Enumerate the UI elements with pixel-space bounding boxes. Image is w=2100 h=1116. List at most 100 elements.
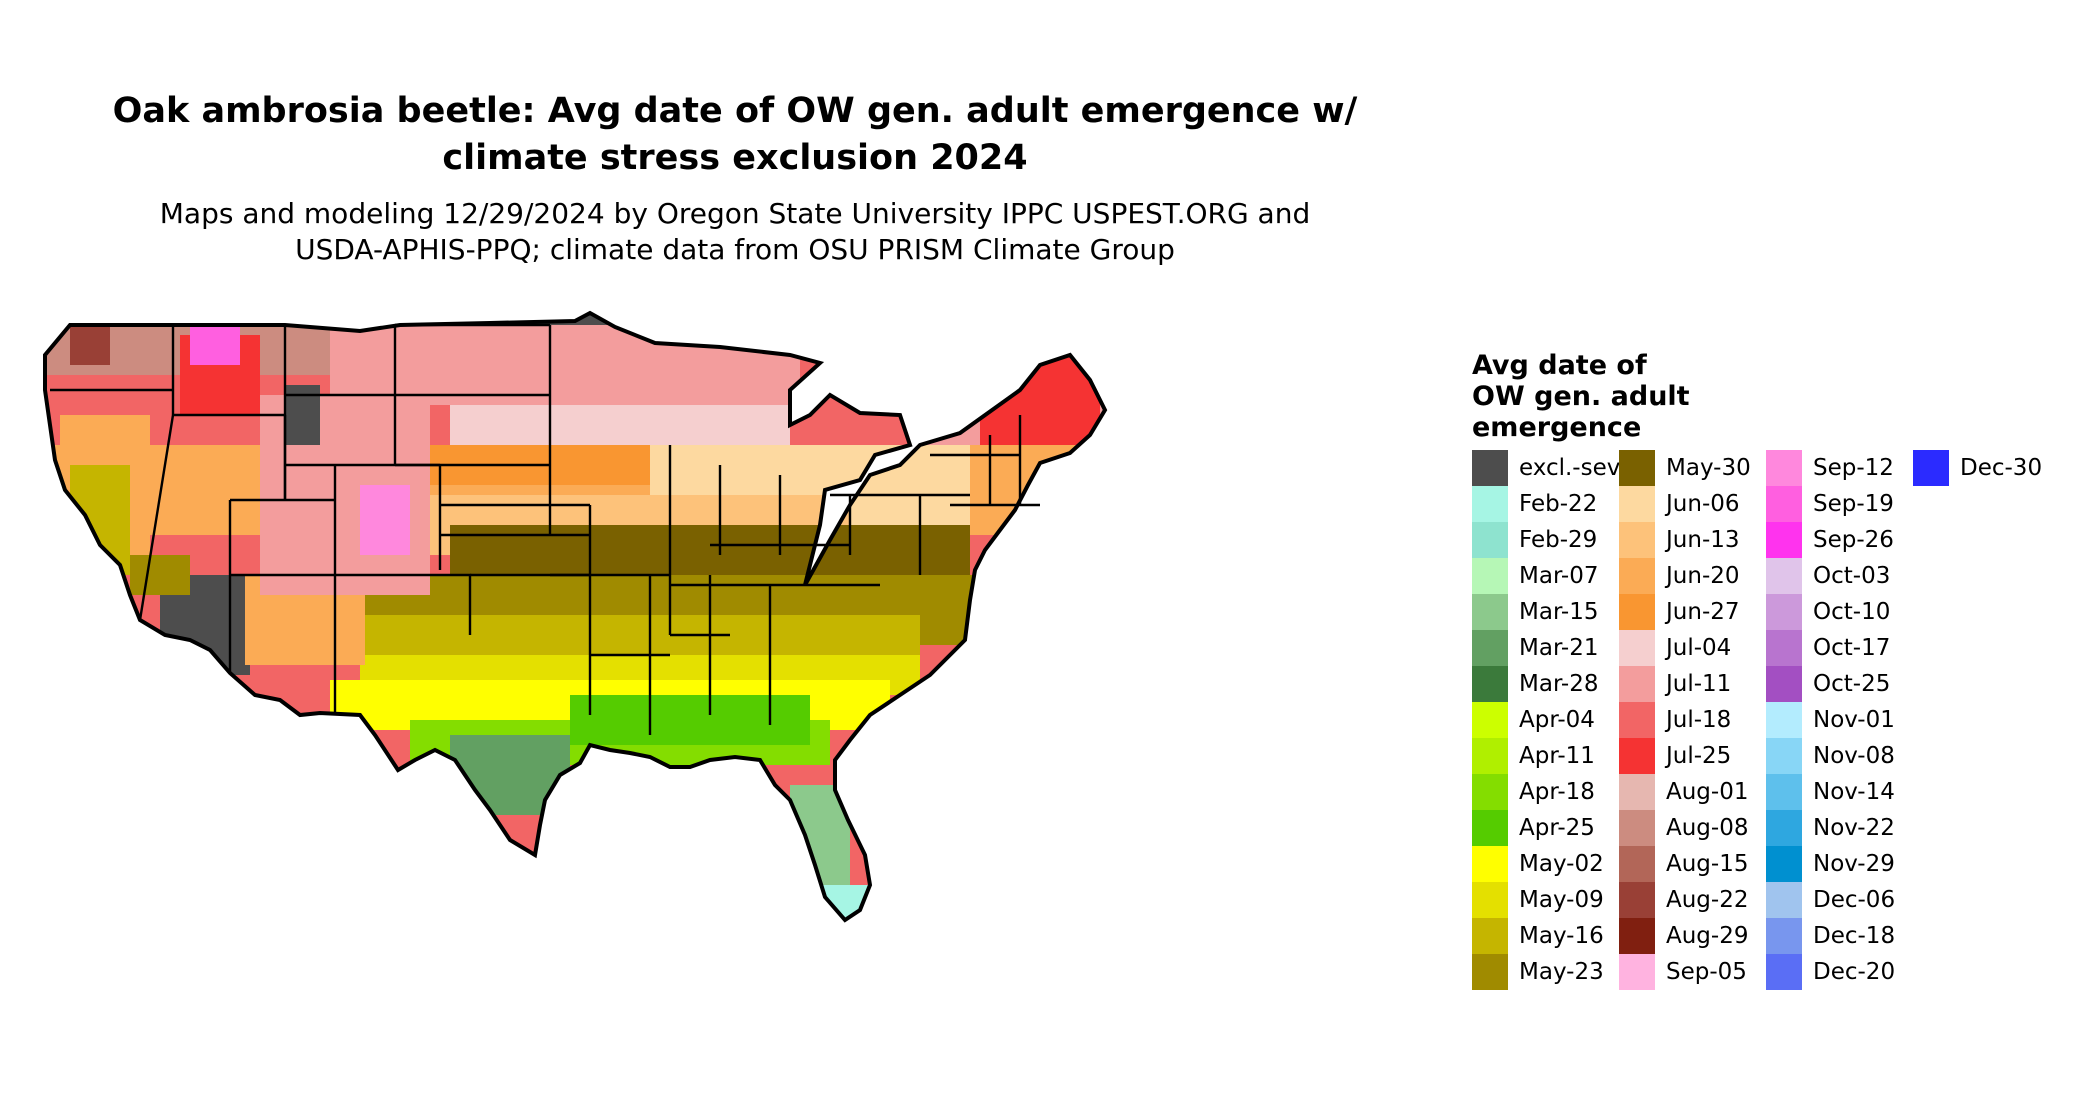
legend-label: May-09 bbox=[1519, 887, 1604, 913]
legend-title-line-1: Avg date of bbox=[1472, 350, 1647, 381]
legend-label: Jul-04 bbox=[1666, 635, 1732, 661]
legend-label: Jul-18 bbox=[1666, 707, 1732, 733]
legend-swatch bbox=[1472, 630, 1508, 666]
legend-label: Mar-07 bbox=[1519, 563, 1599, 589]
legend-swatch bbox=[1766, 522, 1802, 558]
state-boundaries bbox=[50, 323, 1040, 735]
legend-label: Dec-18 bbox=[1813, 923, 1896, 949]
legend-swatch bbox=[1619, 630, 1655, 666]
map-subtitle-line-1: Maps and modeling 12/29/2024 by Oregon S… bbox=[159, 197, 1311, 230]
legend-swatch bbox=[1766, 486, 1802, 522]
legend-title-line-3: emergence bbox=[1472, 412, 1642, 443]
legend-swatch bbox=[1472, 918, 1508, 954]
legend-swatch bbox=[1472, 882, 1508, 918]
us-map-svg bbox=[43, 311, 1107, 922]
legend-swatch bbox=[1619, 954, 1655, 990]
legend-label: Nov-14 bbox=[1813, 779, 1895, 805]
legend-label: Aug-22 bbox=[1666, 887, 1749, 913]
legend-swatch bbox=[1766, 450, 1802, 486]
legend-swatch bbox=[1766, 630, 1802, 666]
map-title-line-2: climate stress exclusion 2024 bbox=[442, 138, 1028, 178]
legend-swatch bbox=[1619, 738, 1655, 774]
legend-swatch bbox=[1472, 954, 1508, 990]
legend-swatch bbox=[1766, 558, 1802, 594]
legend-label: Aug-01 bbox=[1666, 779, 1749, 805]
legend-swatch bbox=[1766, 774, 1802, 810]
legend-label: Jun-13 bbox=[1666, 527, 1740, 553]
legend-title-line-2: OW gen. adult bbox=[1472, 381, 1690, 412]
legend-label: Apr-04 bbox=[1519, 707, 1595, 733]
legend-swatch bbox=[1472, 810, 1508, 846]
legend-label: Sep-05 bbox=[1666, 959, 1747, 985]
legend-swatch bbox=[1619, 594, 1655, 630]
legend-label: Sep-12 bbox=[1813, 455, 1894, 481]
legend-label: Dec-06 bbox=[1813, 887, 1896, 913]
map-title: Oak ambrosia beetle: Avg date of OW gen.… bbox=[40, 88, 1430, 182]
legend-swatch bbox=[1766, 594, 1802, 630]
us-map bbox=[30, 295, 1435, 1055]
legend-label: Jul-25 bbox=[1666, 743, 1732, 769]
legend-label: Sep-26 bbox=[1813, 527, 1894, 553]
emergence-raster bbox=[45, 313, 1105, 920]
legend-label: May-30 bbox=[1666, 455, 1751, 481]
legend-label: Aug-08 bbox=[1666, 815, 1749, 841]
legend-label: Oct-25 bbox=[1813, 671, 1891, 697]
legend-swatch bbox=[1472, 594, 1508, 630]
map-title-line-1: Oak ambrosia beetle: Avg date of OW gen.… bbox=[112, 91, 1358, 131]
legend-swatch bbox=[1472, 774, 1508, 810]
legend-swatch bbox=[1472, 738, 1508, 774]
legend-label: Mar-28 bbox=[1519, 671, 1599, 697]
legend-swatch bbox=[1619, 774, 1655, 810]
map-subtitle-line-2: USDA-APHIS-PPQ; climate data from OSU PR… bbox=[295, 233, 1175, 266]
legend-swatch bbox=[1619, 810, 1655, 846]
legend-swatch bbox=[1766, 846, 1802, 882]
legend-swatch bbox=[1619, 882, 1655, 918]
legend-title: Avg date of OW gen. adult emergence bbox=[1472, 350, 1772, 443]
legend-swatch bbox=[1472, 666, 1508, 702]
legend-label: Oct-17 bbox=[1813, 635, 1891, 661]
legend-label: Nov-22 bbox=[1813, 815, 1895, 841]
legend-label: Jul-11 bbox=[1666, 671, 1732, 697]
legend-label: Apr-18 bbox=[1519, 779, 1595, 805]
map-subtitle: Maps and modeling 12/29/2024 by Oregon S… bbox=[40, 196, 1430, 268]
legend-label: Oct-03 bbox=[1813, 563, 1891, 589]
legend-swatch bbox=[1766, 954, 1802, 990]
legend-label: Feb-22 bbox=[1519, 491, 1598, 517]
legend-swatch bbox=[1472, 846, 1508, 882]
legend-swatch bbox=[1472, 522, 1508, 558]
legend-swatch bbox=[1472, 450, 1508, 486]
legend-label: Dec-30 bbox=[1960, 455, 2043, 481]
legend-label: Nov-08 bbox=[1813, 743, 1895, 769]
legend-swatch bbox=[1766, 810, 1802, 846]
legend-swatch bbox=[1619, 918, 1655, 954]
legend-label: Jun-27 bbox=[1666, 599, 1740, 625]
legend-label: excl.-sev. bbox=[1519, 455, 1626, 481]
legend-swatch bbox=[1472, 702, 1508, 738]
legend-swatch bbox=[1766, 738, 1802, 774]
legend-label: May-02 bbox=[1519, 851, 1604, 877]
legend-label: Sep-19 bbox=[1813, 491, 1894, 517]
legend-label: Nov-01 bbox=[1813, 707, 1895, 733]
legend: Avg date of OW gen. adult emergence excl… bbox=[1472, 350, 2092, 990]
legend-swatch bbox=[1913, 450, 1949, 486]
legend-label: Apr-11 bbox=[1519, 743, 1595, 769]
legend-swatch bbox=[1619, 486, 1655, 522]
legend-label: Feb-29 bbox=[1519, 527, 1598, 553]
legend-label: Dec-20 bbox=[1813, 959, 1896, 985]
legend-swatch bbox=[1472, 558, 1508, 594]
legend-label: Jun-06 bbox=[1666, 491, 1740, 517]
legend-label: Mar-15 bbox=[1519, 599, 1599, 625]
legend-label: May-23 bbox=[1519, 959, 1604, 985]
legend-swatch bbox=[1766, 918, 1802, 954]
legend-swatch bbox=[1472, 486, 1508, 522]
legend-swatch bbox=[1619, 846, 1655, 882]
legend-label: May-16 bbox=[1519, 923, 1604, 949]
legend-label: Oct-10 bbox=[1813, 599, 1891, 625]
legend-swatch bbox=[1619, 522, 1655, 558]
legend-swatch bbox=[1619, 702, 1655, 738]
legend-label: Aug-29 bbox=[1666, 923, 1749, 949]
legend-swatch bbox=[1766, 882, 1802, 918]
legend-label: Mar-21 bbox=[1519, 635, 1599, 661]
legend-label: Nov-29 bbox=[1813, 851, 1895, 877]
legend-label: Apr-25 bbox=[1519, 815, 1595, 841]
